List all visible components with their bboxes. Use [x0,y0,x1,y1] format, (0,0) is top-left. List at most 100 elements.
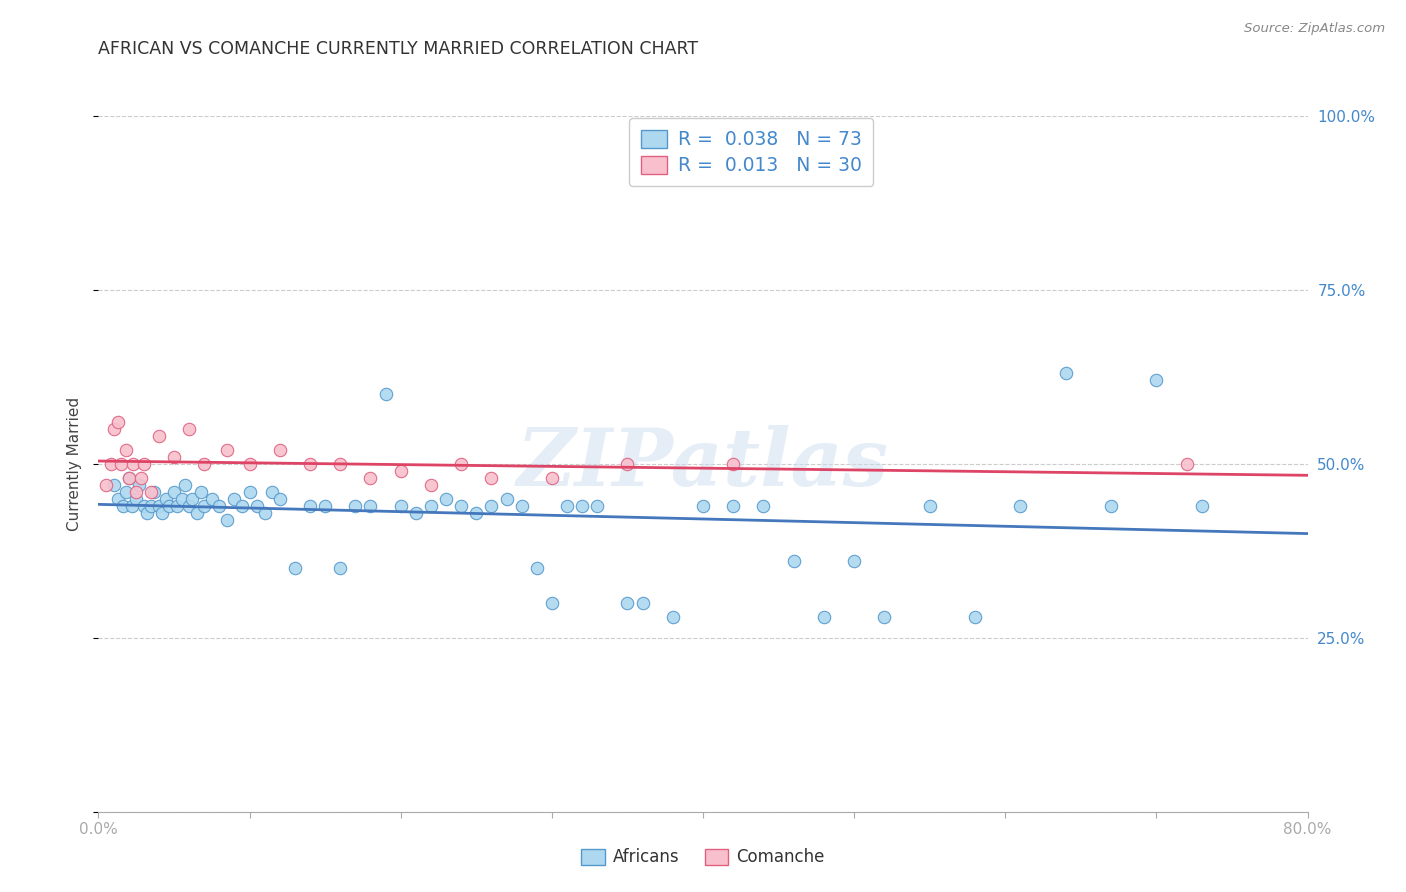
Point [540,596,562,610]
Point [631,596,654,610]
Point [141,484,163,499]
Point [450,457,472,471]
Point [143,484,166,499]
Point [965,610,987,624]
Point [329,561,352,575]
Point [163,450,186,464]
Point [510,499,533,513]
Point [121,499,143,513]
Point [269,442,291,457]
Point [141,499,163,513]
Point [215,512,238,526]
Point [481,499,503,513]
Point [132,499,155,513]
Point [918,499,941,513]
Point [215,442,238,457]
Point [1144,373,1167,387]
Point [186,506,208,520]
Point [179,422,201,436]
Point [253,506,276,520]
Point [616,596,638,610]
Point [450,499,472,513]
Point [269,491,291,506]
Point [586,499,609,513]
Point [122,457,145,471]
Point [103,477,125,491]
Point [107,491,129,506]
Point [813,610,835,624]
Point [1191,499,1213,513]
Point [100,457,122,471]
Point [1099,499,1122,513]
Point [201,491,224,506]
Point [374,387,396,401]
Point [114,484,136,499]
Point [299,457,322,471]
Point [148,429,170,443]
Point [360,499,382,513]
Point [224,491,246,506]
Y-axis label: Currently Married: Currently Married [67,397,83,531]
Point [262,484,284,499]
Point [389,464,412,478]
Point [329,457,352,471]
Point [389,499,412,513]
Point [662,610,685,624]
Point [1175,457,1198,471]
Point [844,554,866,568]
Point [783,554,806,568]
Point [114,442,136,457]
Point [135,506,157,520]
Point [132,457,155,471]
Point [118,471,141,485]
Text: Source: ZipAtlas.com: Source: ZipAtlas.com [1244,22,1385,36]
Point [246,499,269,513]
Point [434,491,457,506]
Point [526,561,548,575]
Point [190,484,212,499]
Point [110,457,132,471]
Point [571,499,593,513]
Text: AFRICAN VS COMANCHE CURRENTLY MARRIED CORRELATION CHART: AFRICAN VS COMANCHE CURRENTLY MARRIED CO… [98,40,699,58]
Point [125,491,148,506]
Point [692,499,714,513]
Point [179,499,201,513]
Point [752,499,775,513]
Point [107,415,129,429]
Point [111,499,134,513]
Point [118,471,141,485]
Point [314,499,336,513]
Point [94,477,117,491]
Point [166,499,188,513]
Point [284,561,307,575]
Point [125,484,148,499]
Point [208,499,231,513]
Point [193,457,215,471]
Point [239,457,262,471]
Point [723,457,745,471]
Point [170,491,193,506]
Point [173,477,195,491]
Point [481,471,503,485]
Legend: Africans, Comanche: Africans, Comanche [575,842,831,873]
Point [420,499,443,513]
Point [555,499,578,513]
Point [420,477,443,491]
Point [299,499,322,513]
Point [873,610,896,624]
Point [540,471,562,485]
Point [360,471,382,485]
Point [616,457,638,471]
Point [465,506,488,520]
Point [181,491,204,506]
Point [163,484,186,499]
Point [344,499,367,513]
Point [239,484,262,499]
Point [159,499,181,513]
Point [1010,499,1032,513]
Point [128,477,150,491]
Point [495,491,517,506]
Point [103,422,125,436]
Point [231,499,253,513]
Point [405,506,427,520]
